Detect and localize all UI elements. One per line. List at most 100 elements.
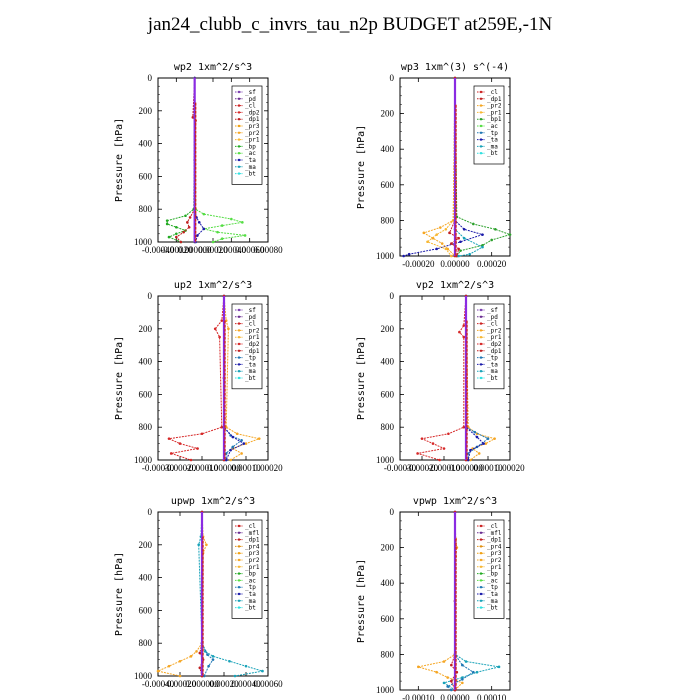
data-point: [490, 238, 493, 242]
legend-marker: [237, 342, 241, 346]
legend-label: _pr2: [245, 327, 260, 334]
y-tick-label: 1000: [376, 685, 395, 695]
data-point: [175, 235, 178, 239]
legend-marker: [479, 315, 483, 318]
data-point: [446, 247, 449, 251]
y-axis-label: Pressure [hPa]: [356, 125, 367, 209]
data-point: [244, 664, 248, 668]
legend-marker: [237, 370, 241, 373]
data-point: [202, 212, 206, 216]
data-point: [197, 221, 201, 224]
data-point: [457, 247, 460, 251]
x-tick-label: 0.00020: [253, 463, 283, 473]
y-tick-label: 400: [381, 357, 395, 367]
legend-label: _dp2: [487, 341, 502, 348]
data-point: [178, 659, 182, 663]
data-point: [481, 233, 484, 236]
data-point: [189, 458, 193, 462]
data-point: [189, 655, 193, 658]
y-tick-label: 1000: [376, 455, 395, 465]
legend-box: [231, 519, 263, 619]
legend-marker: [237, 606, 241, 609]
data-point: [407, 252, 411, 256]
data-point: [169, 452, 173, 455]
data-point: [482, 442, 485, 445]
x-tick-label: 0.00010: [231, 463, 261, 473]
legend-marker: [479, 349, 483, 352]
data-point: [508, 233, 512, 236]
y-tick-label: 400: [381, 578, 395, 588]
data-point: [438, 458, 441, 462]
legend-marker: [237, 558, 241, 562]
data-point: [231, 445, 235, 449]
legend-label: _tp: [245, 584, 256, 591]
data-point: [444, 228, 448, 231]
x-tick-label: 0.00060: [253, 679, 283, 689]
x-tick-label: 0.000000: [178, 245, 212, 255]
data-point: [220, 425, 224, 429]
legend-label: _pr2: [487, 327, 502, 334]
x-tick-label: 0.00020: [477, 259, 507, 269]
x-tick-label: 0.00040: [231, 679, 261, 689]
legend-marker: [237, 572, 241, 575]
panel-title: vpwp 1xm^2/s^3: [413, 496, 497, 507]
legend-label: _cl: [487, 89, 498, 96]
y-tick-label: 800: [381, 215, 395, 225]
legend-label: _ac: [487, 577, 498, 584]
data-point: [469, 458, 472, 462]
y-tick-label: 0: [390, 291, 395, 301]
legend-marker: [237, 376, 241, 380]
legend-label: _dp1: [487, 348, 502, 355]
legend-label: _pd: [245, 314, 256, 321]
legend-marker: [237, 565, 241, 568]
data-point: [457, 254, 460, 258]
series-line-ta: [403, 78, 485, 257]
legend-box: [473, 85, 505, 165]
y-tick-label: 1000: [376, 251, 395, 261]
legend-label: _tp: [245, 355, 256, 362]
data-point: [472, 222, 475, 226]
legend-box: [231, 85, 263, 185]
data-point: [261, 669, 264, 673]
legend-marker: [479, 124, 483, 128]
y-axis-label: Pressure [hPa]: [356, 336, 367, 420]
legend-label: _ac: [245, 577, 256, 584]
legend-label: _ma: [487, 598, 498, 605]
data-point: [473, 430, 477, 434]
data-point: [240, 452, 243, 455]
legend-marker: [479, 336, 483, 339]
panel-3: up2 1xm^2/s^3 Pressure [hPa] 0 200 400 600 800…: [114, 280, 283, 473]
panel-title: vp2 1xm^2/s^3: [416, 280, 494, 291]
y-tick-label: 400: [139, 357, 153, 367]
legend-label: _ma: [245, 368, 256, 375]
data-point: [196, 234, 199, 237]
data-point: [220, 319, 224, 322]
data-point: [450, 254, 453, 258]
data-point: [167, 235, 171, 239]
legend-marker: [479, 111, 483, 114]
y-tick-label: 600: [139, 389, 153, 399]
series-line-pr2: [422, 77, 456, 257]
y-tick-label: 0: [148, 73, 153, 83]
data-point: [442, 660, 446, 663]
x-tick-label: -0.00020: [164, 679, 197, 689]
legend-marker: [479, 586, 483, 589]
data-point: [462, 324, 466, 327]
legend-label: _pr4: [245, 543, 260, 550]
data-point: [472, 670, 475, 674]
y-tick-label: 800: [381, 649, 395, 659]
legend-label: _cl: [487, 321, 498, 328]
data-point: [175, 232, 178, 236]
series-group: [417, 510, 501, 692]
legend-label: _bt: [245, 375, 256, 382]
legend-label: _pd: [245, 96, 256, 103]
data-point: [475, 670, 479, 674]
data-point: [257, 437, 261, 440]
legend-label: _cl: [245, 103, 256, 110]
data-point: [446, 685, 449, 688]
panel-title: upwp 1xm^2/s^3: [171, 496, 255, 507]
legend-label: _dp1: [245, 348, 260, 355]
legend-marker: [237, 531, 241, 534]
series-line-pr2: [465, 295, 496, 461]
data-point: [462, 425, 466, 429]
